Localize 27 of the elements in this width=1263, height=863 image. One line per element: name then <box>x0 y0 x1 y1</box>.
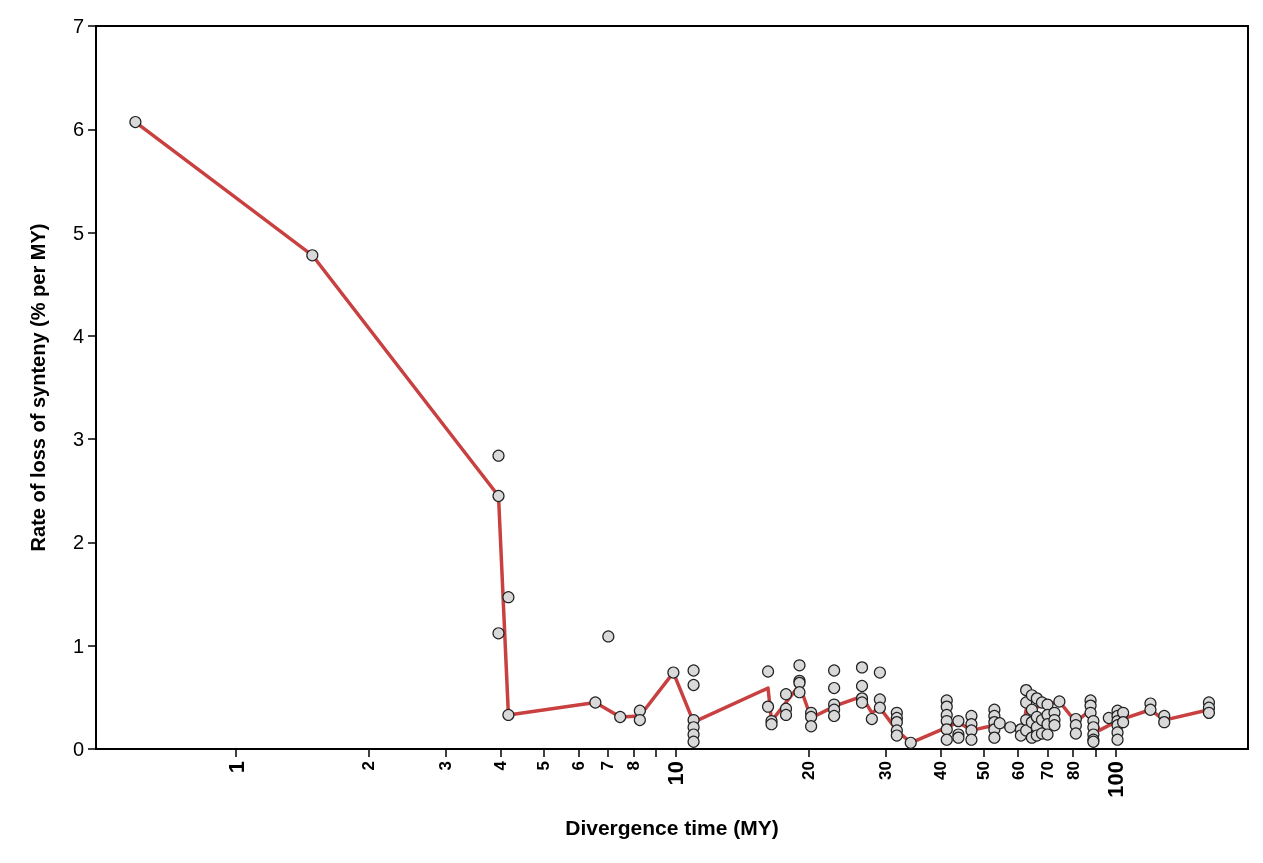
y-tick-label: 4 <box>72 324 84 347</box>
x-tick-label: 70 <box>1038 761 1058 780</box>
y-tick-label: 7 <box>72 15 84 37</box>
y-tick-label: 1 <box>72 634 84 657</box>
y-tick-label: 2 <box>72 531 84 554</box>
x-axis-title: Divergence time (MY) <box>565 816 779 839</box>
x-tick-label: 5 <box>534 761 554 771</box>
x-tick-label: 1 <box>223 761 249 774</box>
x-tick-label: 80 <box>1063 761 1083 780</box>
x-tick-label: 8 <box>623 761 643 771</box>
x-tick-label: 10 <box>663 761 689 786</box>
x-tick-label: 40 <box>931 761 951 780</box>
x-tick-label: 2 <box>359 761 379 771</box>
y-tick-label: 6 <box>72 118 84 141</box>
x-tick-label: 4 <box>491 760 511 771</box>
x-tick-label: 7 <box>598 761 618 771</box>
y-tick-label: 3 <box>72 428 84 451</box>
x-tick-label: 50 <box>973 761 993 780</box>
y-tick-label: 0 <box>72 738 84 760</box>
x-tick-label: 30 <box>876 761 896 780</box>
x-tick-label: 20 <box>798 761 818 780</box>
x-tick-label: 6 <box>568 761 588 771</box>
x-tick-label: 100 <box>1103 761 1129 798</box>
x-tick-label: 3 <box>436 761 456 771</box>
y-axis-title: Rate of loss of synteny (% per MY) <box>27 223 49 552</box>
x-tick-label: 60 <box>1008 761 1028 780</box>
y-tick-label: 5 <box>72 221 84 244</box>
